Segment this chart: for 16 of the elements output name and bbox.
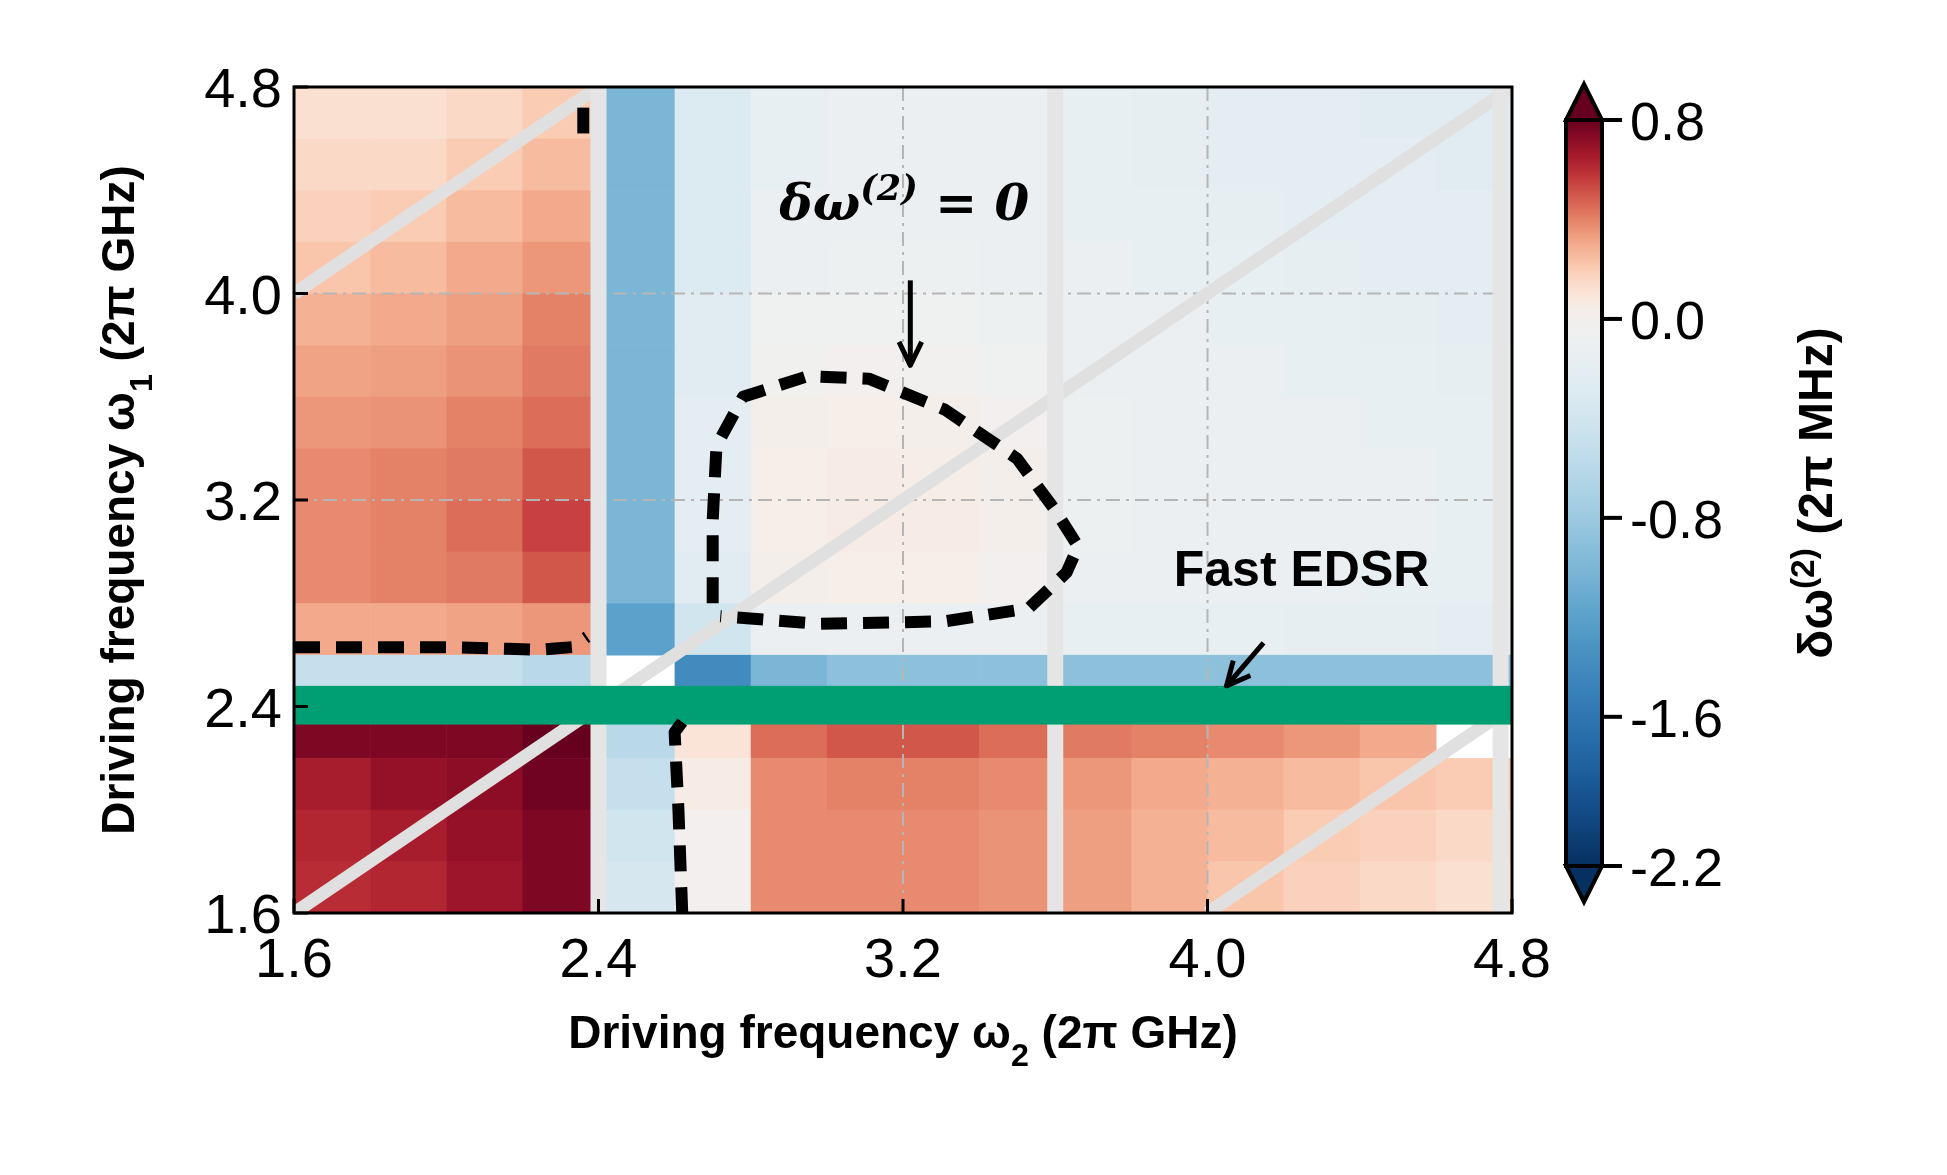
x-tick-label: 4.0 [1168,926,1247,989]
y-tick-label: 3.2 [204,469,282,532]
color-bar-label: -1.6 [1630,687,1724,748]
annotation: Fast EDSR [1173,540,1430,597]
x-tick-label: 2.4 [559,926,638,989]
annotation: δω$^{(2)}$ = 0 [778,166,1030,233]
x-tick-label: 4.8 [1473,926,1551,989]
y-tick-label: 4.0 [204,262,282,326]
color-bar-label: -0.8 [1630,488,1724,549]
color-bar-label: -2.2 [1630,837,1724,897]
x-axis-title: Driving frequency ω$_{2}$ (2π GHz) [568,1006,1238,1073]
x-tick-label: 3.2 [864,926,942,989]
y-tick-label: 4.8 [204,56,282,119]
y-tick-label: 2.4 [204,675,282,739]
color-bar-label: 0.0 [1630,289,1706,350]
color-bar-label: 0.8 [1630,91,1706,151]
